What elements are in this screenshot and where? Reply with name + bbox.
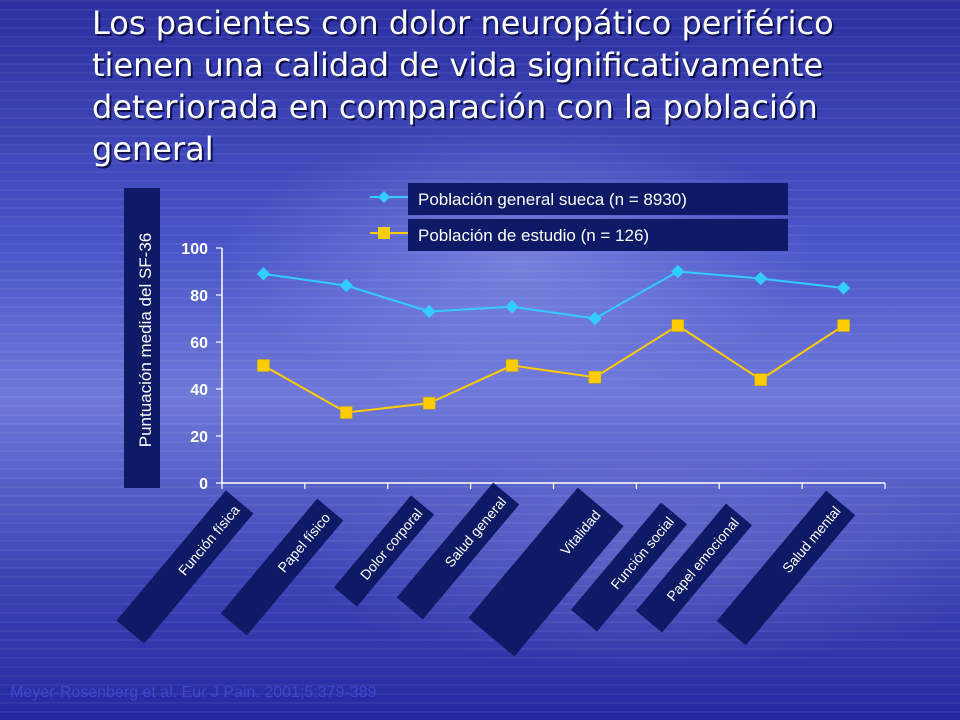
data-point-diamond [588, 311, 602, 326]
series-general [256, 264, 851, 326]
x-label-box [333, 495, 435, 607]
data-point-square [340, 406, 353, 419]
x-axis-labels: Función física Papel físico Dolor corporal… [116, 482, 856, 657]
y-axis-label-group: Puntuación media del SF-36 [124, 188, 160, 488]
y-tick-label: 20 [190, 429, 208, 446]
legend-label: Población general sueca (n = 8930) [418, 190, 687, 209]
data-point-diamond [836, 281, 851, 295]
y-tick-label: 80 [190, 288, 208, 305]
y-axis-label-box [124, 188, 160, 488]
legend-label-box [408, 183, 788, 215]
legend-marker-square [378, 227, 390, 239]
data-point-diamond [505, 300, 519, 314]
series-layer [256, 264, 851, 419]
chart-legend: Población general sueca (n = 8930) Poblac… [370, 183, 788, 251]
data-point-square [422, 396, 436, 410]
y-tick-label: 60 [190, 335, 208, 352]
data-point-diamond [753, 271, 768, 286]
x-label-box [716, 490, 856, 646]
y-tick-label: 0 [199, 476, 208, 493]
y-axis-label: Puntuación media del SF-36 [136, 233, 155, 448]
x-label-box [116, 490, 254, 644]
data-point-square [505, 359, 519, 372]
x-tick-label-group: Salud mental [716, 490, 856, 646]
data-point-diamond [256, 267, 271, 281]
data-point-diamond [422, 304, 436, 319]
legend-marker-diamond [378, 191, 390, 203]
data-point-square [837, 319, 850, 332]
legend-entry-study: Población de estudio (n = 126) [370, 219, 788, 251]
legend-label: Población de estudio (n = 126) [418, 226, 649, 245]
x-tick-label-group: Vitalidad [468, 487, 624, 657]
slide-title: Los pacientes con dolor neuropático peri… [92, 4, 834, 168]
x-label-box [635, 503, 753, 633]
series-study [257, 319, 850, 419]
chart-axes: 0 20 40 60 80 100 [181, 241, 886, 493]
data-point-square [588, 371, 602, 384]
series-line [262, 324, 845, 414]
data-point-diamond [339, 278, 354, 293]
data-point-square [671, 319, 685, 332]
data-point-square [754, 373, 767, 386]
x-tick-label: Dolor corporal [357, 505, 426, 583]
y-tick-label: 100 [181, 241, 208, 258]
data-point-diamond [671, 264, 685, 279]
legend-entry-general: Población general sueca (n = 8930) [370, 183, 788, 215]
citation: Meyer-Rosenberg et al. Eur J Pain. 2001;… [10, 684, 377, 701]
data-point-square [257, 359, 270, 372]
y-tick-label: 40 [190, 382, 208, 399]
x-label-box [220, 498, 344, 636]
legend-label-box [408, 219, 788, 251]
x-label-box [396, 482, 520, 620]
x-label-box [468, 487, 624, 657]
series-line [263, 270, 844, 320]
x-label-box [570, 502, 688, 632]
